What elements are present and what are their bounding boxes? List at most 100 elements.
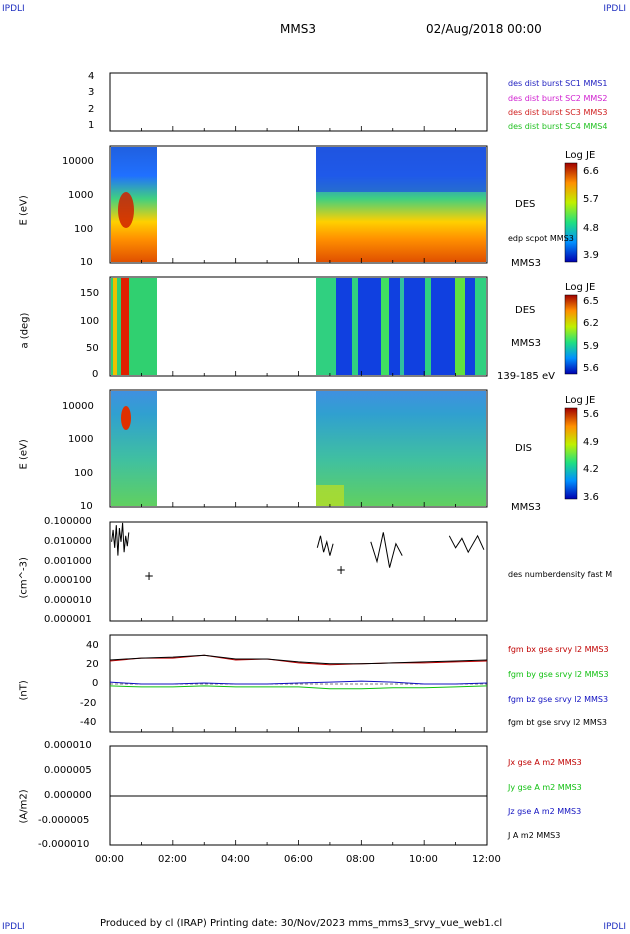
p7-ytick: -0.000005 (38, 815, 90, 826)
p1-ytick: 1 (88, 120, 95, 131)
colorbar-3-tick: 6.2 (583, 318, 599, 329)
panel5-marker2: + (336, 563, 346, 577)
p6-ytick: -20 (80, 698, 97, 709)
legend-mms1: des dist burst SC1 MMS1 (508, 79, 608, 88)
p6-ytick: 40 (86, 640, 99, 651)
panel2-instrument: DES (515, 199, 536, 210)
p7-ytick: 0.000000 (44, 790, 92, 801)
x-tick: 06:00 (284, 854, 313, 865)
legend-bz: fgm bz gse srvy l2 MMS3 (508, 695, 609, 704)
colorbar-3-tick: 5.6 (583, 363, 599, 374)
corner-label-br: IPDLI (603, 922, 626, 932)
corner-label-tl: IPDLI (2, 4, 25, 14)
legend-mms4: des dist burst SC4 MMS4 (508, 122, 608, 131)
colorbar-2-tick: 4.8 (583, 223, 599, 234)
colorbar-3-title: Log JE (565, 282, 596, 293)
panel2-ylabel: E (eV) (18, 195, 30, 226)
panel4-spacecraft: MMS3 (511, 502, 541, 513)
panel5-frame (109, 521, 488, 622)
x-tick: 12:00 (472, 854, 501, 865)
p5-ytick: 0.000001 (44, 614, 92, 625)
colorbar-4-tick: 4.9 (583, 437, 599, 448)
legend-jx: Jx gse A m2 MMS3 (508, 758, 582, 767)
p1-ytick: 2 (88, 104, 95, 115)
x-tick: 08:00 (346, 854, 375, 865)
p3-ytick: 0 (92, 369, 99, 380)
panel3-spacecraft: MMS3 (511, 338, 541, 349)
bfield-series-0 (109, 654, 488, 666)
colorbar-4-tick: 3.6 (583, 492, 599, 503)
colorbar-2 (564, 162, 578, 263)
p5-ytick: 0.001000 (44, 556, 92, 567)
panel2-hotspot (118, 192, 134, 228)
colorbar-4 (564, 407, 578, 500)
panel3-energy-range: 139-185 eV (497, 371, 555, 382)
p1-ytick: 4 (88, 71, 95, 82)
panel5-marker1: + (144, 569, 154, 583)
legend-j: J A m2 MMS3 (508, 831, 561, 840)
panel5-series (111, 522, 485, 568)
x-tick: 00:00 (95, 854, 124, 865)
colorbar-2-tick: 6.6 (583, 166, 599, 177)
date-title: 02/Aug/2018 00:00 (426, 22, 542, 36)
legend-mms2: des dist burst SC2 MMS2 (508, 94, 608, 103)
panel4-instrument: DIS (515, 443, 532, 454)
p3-ytick: 50 (86, 343, 99, 354)
colorbar-2-tick: 3.9 (583, 250, 599, 261)
p2-ytick: 100 (74, 224, 94, 235)
p4-ytick: 100 (74, 468, 94, 479)
panel5-label: des numberdensity fast M (508, 570, 613, 579)
panel6-ylabel: (nT) (18, 680, 30, 701)
x-tick: 04:00 (221, 854, 250, 865)
legend-bx: fgm bx gse srvy l2 MMS3 (508, 645, 609, 654)
panel3-ylabel: a (deg) (19, 312, 31, 349)
colorbar-3-tick: 5.9 (583, 341, 599, 352)
footer-text: Produced by cl (IRAP) Printing date: 30/… (100, 918, 503, 929)
p2-ytick: 10000 (62, 156, 94, 167)
panel3-block-a (111, 278, 157, 375)
p5-ytick: 0.100000 (44, 516, 92, 527)
bfield-series-2 (109, 680, 488, 685)
panel3-stripe2 (113, 278, 117, 375)
colorbar-4-tick: 4.2 (583, 464, 599, 475)
p4-ytick: 10000 (62, 401, 94, 412)
legend-by: fgm by gse srvy l2 MMS3 (508, 670, 609, 679)
panel1-frame (109, 72, 488, 132)
panel3-stripe1 (121, 278, 129, 375)
colorbar-3-tick: 6.5 (583, 296, 599, 307)
panel7-ylabel: (A/m2) (18, 789, 30, 824)
panel2-scpot-label: edp scpot MMS3 (508, 234, 574, 243)
colorbar-2-tick: 5.7 (583, 194, 599, 205)
panel4-hotspot (121, 406, 131, 430)
bfield-series-1 (109, 685, 488, 690)
panel2-block-b-top (316, 147, 486, 192)
p6-ytick: -40 (80, 717, 97, 728)
p6-ytick: 0 (92, 678, 99, 689)
panel6-series (109, 654, 488, 690)
corner-label-tr: IPDLI (603, 4, 626, 14)
p7-ytick: -0.000010 (38, 839, 90, 850)
p7-ytick: 0.000005 (44, 765, 92, 776)
p4-ytick: 10 (80, 501, 93, 512)
panel3-instrument: DES (515, 305, 536, 316)
p5-ytick: 0.000100 (44, 575, 92, 586)
panel2-spacecraft: MMS3 (511, 258, 541, 269)
spacecraft-title: MMS3 (280, 22, 316, 36)
p2-ytick: 10 (80, 257, 93, 268)
colorbar-4-tick: 5.6 (583, 409, 599, 420)
panel5-ylabel: (cm^-3) (18, 557, 30, 599)
p2-ytick: 1000 (68, 190, 94, 201)
density-segment-1 (111, 522, 130, 556)
panel4-block-b-low (316, 485, 344, 506)
colorbar-3 (564, 294, 578, 375)
p3-ytick: 150 (80, 288, 100, 299)
density-segment-3 (370, 532, 403, 568)
colorbar-2-title: Log JE (565, 150, 596, 161)
corner-label-bl: IPDLI (2, 922, 25, 932)
density-segment-4 (448, 534, 485, 554)
panel4-block-b (316, 391, 486, 506)
density-segment-2 (316, 535, 334, 556)
p4-ytick: 1000 (68, 434, 94, 445)
legend-jz: Jz gse A m2 MMS3 (508, 807, 582, 816)
